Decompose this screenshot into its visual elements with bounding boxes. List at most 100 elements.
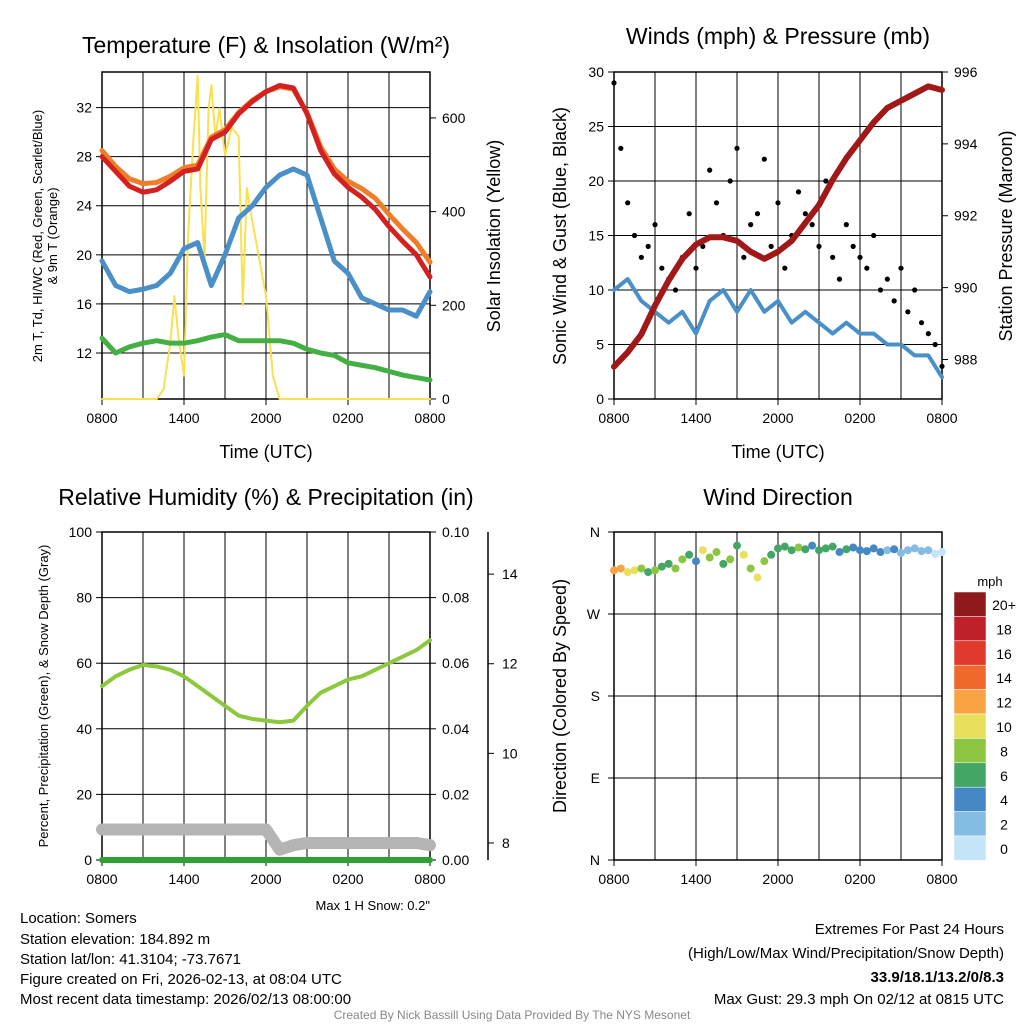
gust-point [625,200,631,206]
y-tick-label: 80 [76,590,92,606]
y-tick-label: 28 [76,149,92,165]
wind-direction-point [849,543,858,552]
gust-point [939,363,945,369]
x-tick-label: 0200 [844,871,875,887]
y2-tick-label: 0.04 [442,721,469,737]
y-tick-label: 40 [76,721,92,737]
colorbar-swatch [953,591,987,617]
gust-point [877,287,884,293]
extremes-values: 33.9/18.1/13.2/0/8.3 [871,969,1004,986]
rh-chart-title: Relative Humidity (%) & Precipitation (i… [58,484,473,510]
y-tick-label: 30 [588,64,604,80]
wind-direction-point [671,564,680,573]
series-line-green [99,332,433,383]
temp-xlabel: Time (UTC) [219,442,312,462]
colorbar-swatch [953,640,987,666]
wind-ylabel: Sonic Wind & Gust (Blue, Black) [550,107,570,365]
plot-area-1 [608,71,943,405]
gust-point [843,222,849,228]
wind-direction-point [835,548,844,557]
x-tick-label: 0800 [86,871,117,887]
gust-point [700,243,706,249]
wind-direction-point [794,543,803,552]
x-tick-label: 2000 [762,410,793,426]
gust-point [727,178,733,184]
wdir-ylabel: Direction (Colored By Speed) [550,579,570,813]
x-tick-label: 2000 [762,871,793,887]
wind-direction-point [753,573,762,582]
max-gust-text: Max Gust: 29.3 mph On 02/12 at 0815 UTC [714,991,1004,1008]
y3-tick-label: 10 [502,745,518,761]
gust-point [809,222,815,228]
wind-direction-point [760,557,769,566]
wind-direction-point [883,546,892,555]
wind-xlabel: Time (UTC) [731,442,824,462]
gust-point [823,178,829,184]
y-tick-label: 0 [596,391,604,407]
y-tick-label: 20 [76,247,92,263]
wind-direction-point [644,568,653,577]
gust-point [905,309,911,315]
colorbar-label: 2 [1000,817,1008,833]
rh-ylabel: Percent, Precipitation (Green), & Snow D… [36,545,51,848]
wind-direction-point [910,544,919,553]
colorbar-label: 14 [996,670,1012,686]
gust-point [768,243,774,249]
wind-direction-point [698,546,707,555]
plot-area-0 [96,71,431,405]
y3-tick-label: 8 [502,835,510,851]
location-text: Location: Somers [20,910,137,927]
temp-chart-title: Temperature (F) & Insolation (W/m²) [82,32,450,58]
created-text: Figure created on Fri, 2026-02-13, at 08… [20,971,342,988]
wind-direction-point [685,550,694,559]
colorbar-label: 16 [996,646,1012,662]
colorbar-label: 12 [996,695,1012,711]
colorbar-label: 0 [1000,841,1008,857]
gust-point [850,243,856,249]
wind-direction-point [931,549,940,558]
plot-area-2 [96,531,431,866]
extremes-title: Extremes For Past 24 Hours [815,921,1004,938]
gust-point [925,331,931,337]
wind-direction-point [657,562,666,571]
x-tick-label: 2000 [250,410,281,426]
wind-direction-point [917,547,926,556]
wind-direction-point [828,542,837,551]
sonic-wind-line [612,277,944,380]
x-tick-label: 0800 [926,410,957,426]
y2-tick-label: 992 [954,208,978,224]
y-tick-label: 16 [76,296,92,312]
gust-point [707,167,713,173]
y-tick-label: W [587,606,601,622]
x-tick-label: 1400 [168,871,199,887]
gust-point [782,265,788,271]
wind-direction-point [815,546,823,555]
y-tick-label: 12 [76,345,92,361]
x-tick-label: 1400 [680,871,711,887]
wind-direction-point [856,546,864,555]
gust-point [631,232,638,239]
gust-point [713,200,720,206]
y3-tick-label: 14 [502,566,518,582]
y2-tick-label: 0.06 [442,655,469,671]
extremes-legend: (High/Low/Max Wind/Precipitation/Snow De… [688,945,1004,962]
gust-point [816,243,822,249]
y-tick-label: S [591,688,600,704]
colorbar-swatch [953,835,987,861]
x-tick-label: 0800 [598,871,629,887]
solar-insolation-line [101,74,431,400]
wind-direction-point [630,566,639,575]
y3-tick-label: 12 [502,656,518,672]
x-tick-label: 0200 [332,410,363,426]
y-tick-label: E [591,770,600,786]
colorbar-label: 6 [1000,768,1008,784]
wind-direction-point [705,553,714,562]
wind-direction-point [842,545,851,554]
x-tick-label: 0800 [86,410,117,426]
gust-point [611,80,617,86]
wind-direction-point [890,545,899,554]
y-tick-label: 15 [588,228,604,244]
series-line-red [99,82,433,280]
temp-ylabel: 2m T, Td, HI/WC (Red, Green, Scarlet/Blu… [30,110,45,362]
y-tick-label: 25 [588,119,604,135]
